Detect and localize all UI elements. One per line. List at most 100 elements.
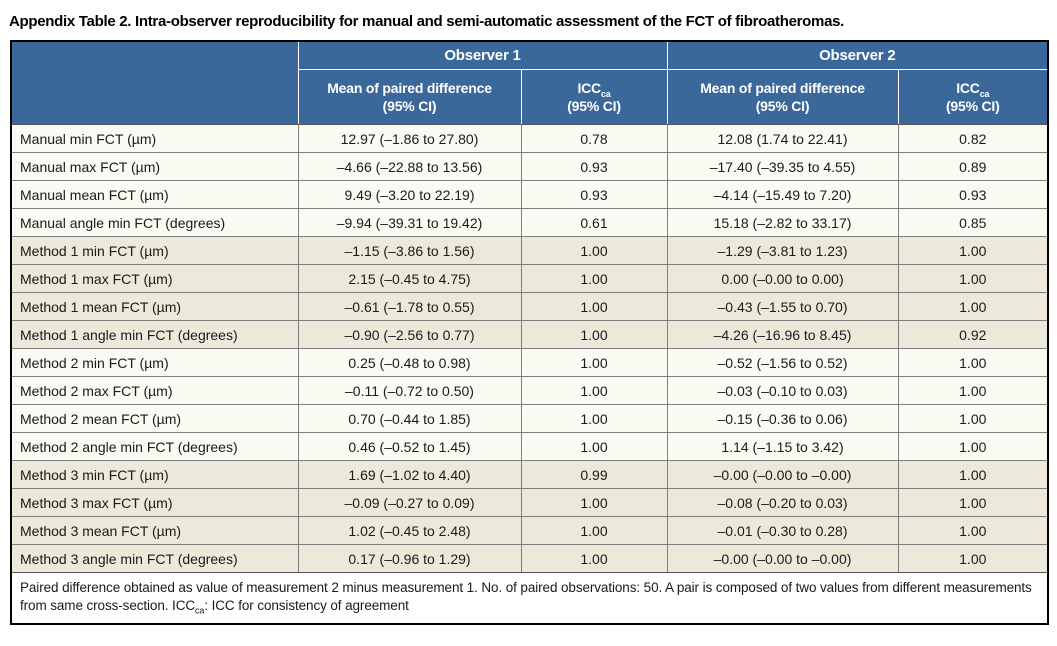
obs2-mean-cell: –1.29 (–3.81 to 1.23) (666, 236, 899, 265)
row-label-cell: Method 1 max FCT (µm) (10, 264, 299, 293)
table-row: Method 1 angle min FCT (degrees) –0.90 (–… (10, 320, 1049, 349)
footnote-row: Paired difference obtained as value of m… (11, 572, 1049, 625)
row-label-cell: Method 2 angle min FCT (degrees) (10, 432, 299, 461)
obs1-mean-cell: –0.90 (–2.56 to 0.77) (297, 320, 522, 349)
mean-header-line2: (95% CI) (755, 98, 810, 114)
obs2-mean-cell: –0.52 (–1.56 to 0.52) (666, 348, 899, 377)
row-label-cell: Method 1 angle min FCT (degrees) (10, 320, 299, 349)
obs1-mean-cell: 1.69 (–1.02 to 4.40) (297, 460, 522, 489)
table-row: Manual max FCT (µm) –4.66 (–22.88 to 13.5… (10, 152, 1049, 181)
row-label-cell: Manual angle min FCT (degrees) (10, 208, 299, 237)
obs2-mean-cell: 12.08 (1.74 to 22.41) (666, 124, 899, 153)
obs2-mean-cell: –4.14 (–15.49 to 7.20) (666, 180, 899, 209)
obs1-mean-header: Mean of paired difference (95% CI) (297, 69, 522, 125)
obs2-icc-cell: 0.93 (897, 180, 1049, 209)
mean-header-line1: Mean of paired difference (700, 79, 865, 96)
obs2-icc-cell: 0.82 (897, 124, 1049, 153)
footnote-text-part1: Paired difference obtained as value of m… (20, 580, 1032, 614)
table-row: Method 2 mean FCT (µm) 0.70 (–0.44 to 1.8… (10, 404, 1049, 433)
obs1-mean-cell: –0.09 (–0.27 to 0.09) (297, 488, 522, 517)
icc-header-line2: (95% CI) (945, 98, 1000, 114)
table-row: Method 1 max FCT (µm) 2.15 (–0.45 to 4.75… (10, 264, 1049, 293)
table-row: Method 2 min FCT (µm) 0.25 (–0.48 to 0.98… (10, 348, 1049, 377)
obs1-icc-cell: 1.00 (520, 264, 668, 293)
footnote-text-part2: : ICC for consistency of agreement (204, 598, 409, 614)
obs2-mean-cell: –0.03 (–0.10 to 0.03) (666, 376, 899, 405)
obs1-mean-cell: 0.17 (–0.96 to 1.29) (297, 544, 522, 573)
icc-header-label: ICC (956, 79, 980, 96)
obs1-mean-cell: 0.25 (–0.48 to 0.98) (297, 348, 522, 377)
obs2-icc-cell: 1.00 (897, 460, 1049, 489)
row-label-cell: Method 2 min FCT (µm) (10, 348, 299, 377)
obs2-icc-cell: 1.00 (897, 264, 1049, 293)
row-label-cell: Method 3 max FCT (µm) (10, 488, 299, 517)
table-title: Appendix Table 2. Intra-observer reprodu… (9, 13, 845, 30)
obs1-icc-cell: 0.61 (520, 208, 668, 237)
obs2-icc-cell: 1.00 (897, 376, 1049, 405)
row-label-cell: Method 2 mean FCT (µm) (10, 404, 299, 433)
obs1-icc-cell: 1.00 (520, 432, 668, 461)
obs2-icc-cell: 0.92 (897, 320, 1049, 349)
footnote-subscript: ca (195, 605, 205, 616)
table-row: Method 2 angle min FCT (degrees) 0.46 (–0… (10, 432, 1049, 461)
obs1-icc-cell: 1.00 (520, 516, 668, 545)
row-label-cell: Method 2 max FCT (µm) (10, 376, 299, 405)
table-row: Method 3 min FCT (µm) 1.69 (–1.02 to 4.40… (10, 460, 1049, 489)
table-row: Method 3 mean FCT (µm) 1.02 (–0.45 to 2.4… (10, 516, 1049, 545)
footnote-cell: Paired difference obtained as value of m… (11, 572, 1049, 625)
obs1-mean-cell: 1.02 (–0.45 to 2.48) (297, 516, 522, 545)
row-label-cell: Method 1 mean FCT (µm) (10, 292, 299, 321)
table-row: Manual angle min FCT (degrees) –9.94 (–39… (10, 208, 1049, 237)
obs2-mean-cell: –0.15 (–0.36 to 0.06) (666, 404, 899, 433)
obs1-icc-cell: 0.99 (520, 460, 668, 489)
row-label-cell: Manual min FCT (µm) (10, 124, 299, 153)
obs1-mean-cell: 9.49 (–3.20 to 22.19) (297, 180, 522, 209)
obs1-icc-header: ICCca (95% CI) (520, 69, 668, 125)
obs1-mean-cell: 2.15 (–0.45 to 4.75) (297, 264, 522, 293)
mean-header-line1: Mean of paired difference (327, 79, 492, 96)
corner-header-cell (10, 40, 299, 125)
obs1-icc-cell: 1.00 (520, 544, 668, 573)
icc-header-subscript: ca (979, 88, 990, 99)
obs1-icc-cell: 1.00 (520, 348, 668, 377)
obs1-icc-cell: 0.93 (520, 180, 668, 209)
obs2-icc-cell: 1.00 (897, 236, 1049, 265)
icc-header-subscript: ca (600, 88, 611, 99)
obs2-mean-cell: 15.18 (–2.82 to 33.17) (666, 208, 899, 237)
row-label-cell: Method 3 min FCT (µm) (10, 460, 299, 489)
obs2-mean-cell: –0.01 (–0.30 to 0.28) (666, 516, 899, 545)
obs2-icc-cell: 1.00 (897, 488, 1049, 517)
obs2-icc-cell: 0.85 (897, 208, 1049, 237)
observer1-header: Observer 1 (297, 40, 668, 70)
obs2-icc-cell: 1.00 (897, 516, 1049, 545)
obs2-icc-cell: 0.89 (897, 152, 1049, 181)
obs1-mean-cell: –9.94 (–39.31 to 19.42) (297, 208, 522, 237)
table-row: Method 3 angle min FCT (degrees) 0.17 (–0… (10, 544, 1049, 573)
obs1-mean-cell: 12.97 (–1.86 to 27.80) (297, 124, 522, 153)
obs1-mean-cell: –1.15 (–3.86 to 1.56) (297, 236, 522, 265)
obs2-mean-cell: –0.00 (–0.00 to –0.00) (666, 544, 899, 573)
table-footer: Paired difference obtained as value of m… (11, 572, 1049, 625)
table-row: Method 1 mean FCT (µm) –0.61 (–1.78 to 0.… (10, 292, 1049, 321)
obs2-mean-cell: –0.00 (–0.00 to –0.00) (666, 460, 899, 489)
obs2-icc-cell: 1.00 (897, 544, 1049, 573)
obs1-icc-cell: 0.78 (520, 124, 668, 153)
obs2-mean-cell: 0.00 (–0.00 to 0.00) (666, 264, 899, 293)
obs2-icc-cell: 1.00 (897, 292, 1049, 321)
obs2-mean-header: Mean of paired difference (95% CI) (666, 69, 899, 125)
row-label-cell: Method 1 min FCT (µm) (10, 236, 299, 265)
observer-header-row: Observer 1 Observer 2 (10, 40, 1049, 125)
row-label-cell: Manual mean FCT (µm) (10, 180, 299, 209)
table-header: Observer 1 Observer 2 Mean of paired dif… (10, 40, 1049, 125)
table-row: Method 2 max FCT (µm) –0.11 (–0.72 to 0.5… (10, 376, 1049, 405)
obs1-icc-cell: 1.00 (520, 404, 668, 433)
obs2-icc-cell: 1.00 (897, 404, 1049, 433)
obs1-icc-cell: 1.00 (520, 320, 668, 349)
icc-header-label: ICC (577, 79, 601, 96)
obs2-mean-cell: –0.43 (–1.55 to 0.70) (666, 292, 899, 321)
obs1-mean-cell: 0.70 (–0.44 to 1.85) (297, 404, 522, 433)
obs2-mean-cell: –0.08 (–0.20 to 0.03) (666, 488, 899, 517)
obs2-icc-cell: 1.00 (897, 348, 1049, 377)
row-label-cell: Method 3 angle min FCT (degrees) (10, 544, 299, 573)
